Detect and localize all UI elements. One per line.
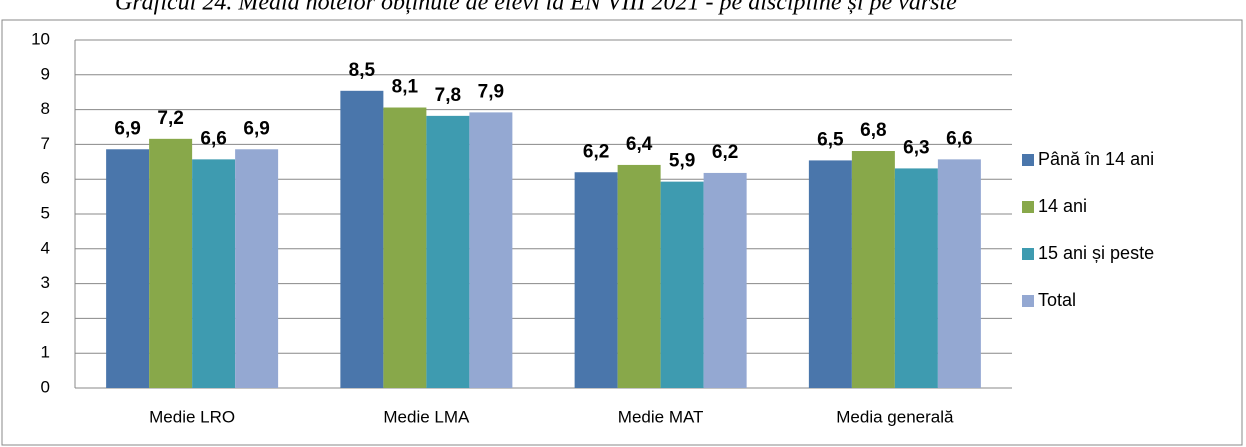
bar bbox=[192, 159, 236, 388]
bar bbox=[149, 138, 193, 388]
legend-label: Până în 14 ani bbox=[1038, 149, 1154, 169]
value-label: 6,5 bbox=[817, 129, 844, 150]
value-label: 6,2 bbox=[583, 141, 609, 162]
bar bbox=[851, 151, 895, 388]
value-label: 6,8 bbox=[860, 120, 886, 141]
bar bbox=[703, 172, 747, 388]
y-tick-label: 6 bbox=[41, 169, 50, 188]
value-label: 8,5 bbox=[349, 60, 376, 81]
value-label: 7,8 bbox=[435, 85, 461, 106]
y-tick-label: 7 bbox=[41, 134, 50, 153]
legend-swatch bbox=[1022, 201, 1034, 213]
value-label: 6,4 bbox=[626, 134, 653, 155]
value-label: 6,6 bbox=[200, 128, 226, 149]
value-label: 6,9 bbox=[243, 118, 269, 139]
y-tick-label: 5 bbox=[41, 203, 50, 222]
y-tick-label: 2 bbox=[41, 308, 50, 327]
bar bbox=[574, 172, 618, 388]
x-tick-label: Medie LMA bbox=[383, 407, 470, 426]
legend-swatch bbox=[1022, 295, 1034, 307]
legend-label: 15 ani și peste bbox=[1038, 243, 1154, 263]
bar bbox=[937, 159, 981, 388]
y-tick-label: 3 bbox=[41, 273, 50, 292]
value-label: 5,9 bbox=[669, 151, 695, 172]
value-label: 6,9 bbox=[114, 118, 140, 139]
legend-swatch bbox=[1022, 154, 1034, 166]
bar bbox=[808, 160, 852, 388]
value-label: 8,1 bbox=[392, 77, 419, 98]
value-label: 6,6 bbox=[946, 128, 972, 149]
y-tick-label: 4 bbox=[41, 238, 50, 257]
value-label: 6,3 bbox=[903, 137, 929, 158]
chart-title: Graficul 24. Media notelor obținute de e… bbox=[115, 0, 957, 16]
legend-label: Total bbox=[1038, 290, 1076, 310]
value-label: 7,2 bbox=[157, 108, 183, 129]
bar bbox=[894, 168, 938, 388]
bar bbox=[617, 164, 661, 388]
bar bbox=[426, 115, 470, 388]
value-label: 6,2 bbox=[712, 142, 738, 163]
y-tick-label: 9 bbox=[41, 64, 50, 83]
x-tick-label: Medie LRO bbox=[149, 407, 235, 426]
x-tick-label: Medie MAT bbox=[618, 407, 704, 426]
bar bbox=[469, 112, 513, 388]
bar bbox=[235, 149, 279, 388]
value-label: 7,9 bbox=[478, 81, 504, 102]
bar bbox=[340, 90, 384, 389]
x-tick-label: Media generală bbox=[836, 407, 954, 426]
legend-swatch bbox=[1022, 248, 1034, 260]
y-tick-label: 8 bbox=[41, 99, 50, 118]
bar bbox=[660, 181, 704, 388]
y-tick-label: 1 bbox=[41, 343, 50, 362]
legend-label: 14 ani bbox=[1038, 196, 1087, 216]
y-tick-label: 0 bbox=[41, 377, 50, 396]
y-tick-label: 10 bbox=[31, 29, 50, 48]
bar bbox=[383, 107, 427, 389]
bar bbox=[106, 149, 150, 388]
